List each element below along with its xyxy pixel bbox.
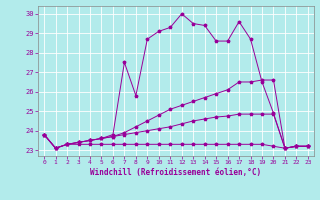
X-axis label: Windchill (Refroidissement éolien,°C): Windchill (Refroidissement éolien,°C) (91, 168, 261, 177)
